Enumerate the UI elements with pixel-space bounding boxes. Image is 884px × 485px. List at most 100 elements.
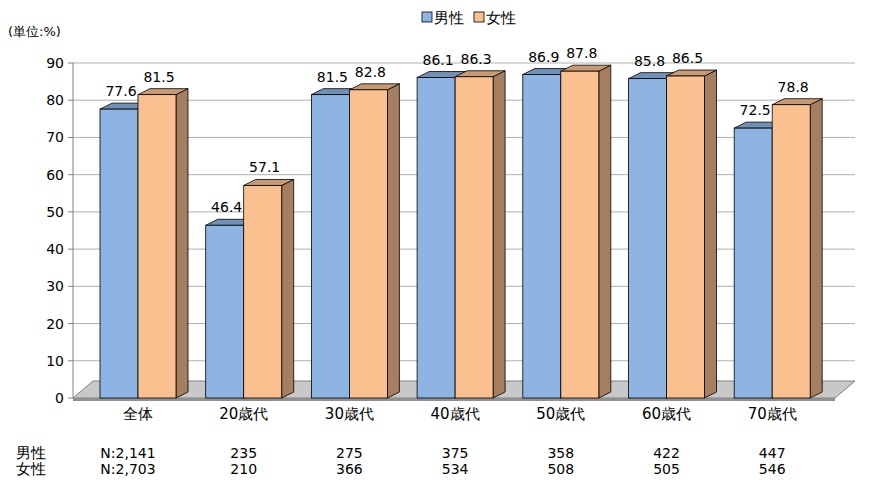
n-label: 422 [653, 445, 680, 461]
legend-label: 男性 [434, 9, 464, 27]
data-label: 81.5 [317, 69, 348, 85]
x-tick-label: 30歳代 [325, 405, 374, 423]
data-label: 81.5 [143, 69, 174, 85]
legend-swatch [474, 12, 484, 22]
bar-top [138, 89, 188, 95]
n-label: 210 [230, 461, 257, 477]
y-tick [68, 249, 73, 250]
x-tick-label: 20歳代 [219, 405, 268, 423]
data-label: 86.1 [423, 52, 454, 68]
n-label: 235 [230, 445, 257, 461]
bar-top [667, 70, 717, 76]
y-tick-label: 30 [46, 278, 64, 294]
y-tick-label: 80 [46, 92, 64, 108]
bar-top [455, 71, 505, 77]
n-row-name: 女性 [16, 460, 46, 478]
bar-side [493, 71, 505, 398]
data-label: 86.9 [528, 49, 559, 65]
data-label: 72.5 [740, 102, 771, 118]
y-axis-label: (単位:%) [8, 24, 61, 39]
bar-front [561, 71, 599, 398]
bar-top [244, 179, 294, 185]
bar-front [206, 225, 244, 398]
n-label: 508 [547, 461, 574, 477]
bar-side [176, 89, 188, 398]
bar [455, 71, 505, 398]
n-label: 534 [442, 461, 469, 477]
bar [561, 65, 611, 398]
bar-front [667, 76, 705, 398]
n-label: 358 [547, 445, 574, 461]
x-tick-label: 70歳代 [748, 405, 797, 423]
bar-side [599, 65, 611, 398]
data-label: 46.4 [211, 199, 242, 215]
bar-front [100, 109, 138, 398]
bar-front [523, 75, 561, 398]
y-tick-label: 50 [46, 204, 64, 220]
y-tick [68, 137, 73, 138]
n-label: N:2,703 [100, 461, 155, 477]
y-tick [68, 100, 73, 101]
y-tick [68, 211, 73, 212]
bar-front [349, 90, 387, 398]
n-label: 447 [759, 445, 786, 461]
bar-side [387, 84, 399, 398]
n-label: 505 [653, 461, 680, 477]
data-label: 78.8 [778, 79, 809, 95]
x-tick-label: 全体 [123, 405, 153, 423]
bar-front [311, 95, 349, 398]
x-tick-label: 60歳代 [642, 405, 691, 423]
bar-front [417, 78, 455, 398]
y-tick [68, 323, 73, 324]
n-label: 275 [336, 445, 363, 461]
data-label: 86.3 [461, 51, 492, 67]
bars [100, 65, 822, 398]
bar-front [629, 79, 667, 398]
bar [349, 84, 399, 398]
bar [244, 179, 294, 398]
n-label: 366 [336, 461, 363, 477]
bar-side [705, 70, 717, 398]
y-axis [73, 63, 74, 398]
chart: 0 10 20 30 40 50 60 70 80 90 (単位:%) 77.6 46.4 81.5 86.… [0, 0, 884, 485]
bar-front [138, 95, 176, 398]
data-label: 87.8 [566, 45, 597, 61]
y-tick-label: 10 [46, 353, 64, 369]
data-label: 57.1 [249, 159, 280, 175]
y-tick-label: 20 [46, 316, 64, 332]
y-tick-label: 40 [46, 241, 64, 257]
bar-side [810, 99, 822, 398]
n-label: N:2,141 [100, 445, 155, 461]
bar [667, 70, 717, 398]
data-label: 77.6 [105, 83, 136, 99]
bar-front [772, 105, 810, 398]
y-tick [68, 63, 73, 64]
data-label: 85.8 [634, 53, 665, 69]
bar [138, 89, 188, 398]
x-tick-label: 50歳代 [536, 405, 585, 423]
y-tick [68, 360, 73, 361]
y-tick-label: 70 [46, 129, 64, 145]
n-label: 375 [442, 445, 469, 461]
y-tick-label: 90 [46, 55, 64, 71]
y-tick [68, 398, 73, 399]
legend-swatch [422, 12, 432, 22]
bar-top [772, 99, 822, 105]
bar-side [282, 179, 294, 398]
bar [772, 99, 822, 398]
data-label: 86.5 [672, 50, 703, 66]
y-tick-label: 60 [46, 167, 64, 183]
floor-edge [73, 398, 835, 401]
x-tick-label: 40歳代 [431, 405, 480, 423]
bar-top [561, 65, 611, 71]
bar-front [734, 128, 772, 398]
y-tick-label: 0 [55, 390, 64, 406]
y-tick [68, 174, 73, 175]
legend-label: 女性 [486, 9, 516, 27]
data-label: 82.8 [355, 64, 386, 80]
bar-front [455, 77, 493, 398]
bar-top [349, 84, 399, 90]
n-label: 546 [759, 461, 786, 477]
bar-front [244, 185, 282, 398]
y-tick [68, 286, 73, 287]
